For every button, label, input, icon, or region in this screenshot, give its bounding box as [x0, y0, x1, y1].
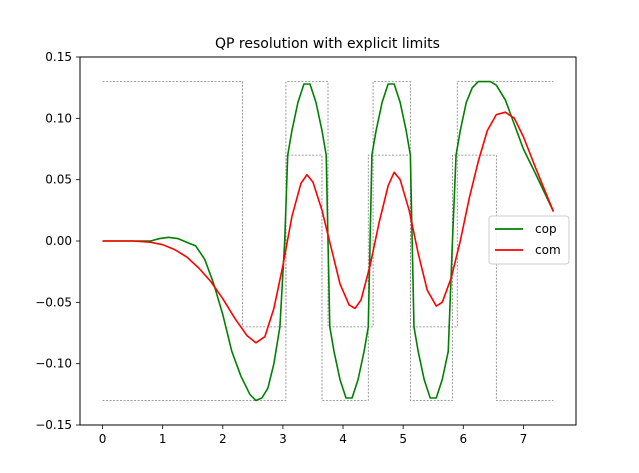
- x-tick-label: 0: [99, 432, 107, 446]
- y-tick-label: 0.15: [45, 50, 72, 64]
- y-tick-label: −0.05: [35, 295, 72, 309]
- legend-box: [488, 215, 570, 265]
- y-tick-label: −0.15: [35, 418, 72, 432]
- limit-lower-line: [102, 154, 554, 401]
- y-tick-label: 0.00: [45, 234, 72, 248]
- series-com-line: [102, 111, 555, 344]
- y-tick-label: 0.05: [45, 173, 72, 187]
- limit-upper-line: [102, 81, 554, 328]
- y-tick-label: −0.10: [35, 357, 72, 371]
- x-tick-label: 3: [279, 432, 287, 446]
- x-tick-label: 6: [459, 432, 467, 446]
- chart-title: QP resolution with explicit limits: [215, 36, 440, 52]
- x-axis: 0 1 2 3 4 5 6 7: [99, 425, 527, 446]
- legend-cop-label: cop: [535, 222, 557, 236]
- y-axis: −0.15 −0.10 −0.05 0.00 0.05 0.10 0.15: [35, 50, 80, 432]
- legend-com-label: com: [535, 243, 561, 257]
- x-tick-label: 5: [399, 432, 407, 446]
- y-tick-label: 0.10: [45, 111, 72, 125]
- legend: cop com: [488, 215, 570, 265]
- x-tick-label: 2: [219, 432, 227, 446]
- x-tick-label: 1: [159, 432, 167, 446]
- series-cop-line: [102, 80, 555, 402]
- series-layer: [102, 80, 555, 402]
- x-tick-label: 7: [520, 432, 528, 446]
- x-tick-label: 4: [339, 432, 347, 446]
- limits-layer: [102, 81, 554, 401]
